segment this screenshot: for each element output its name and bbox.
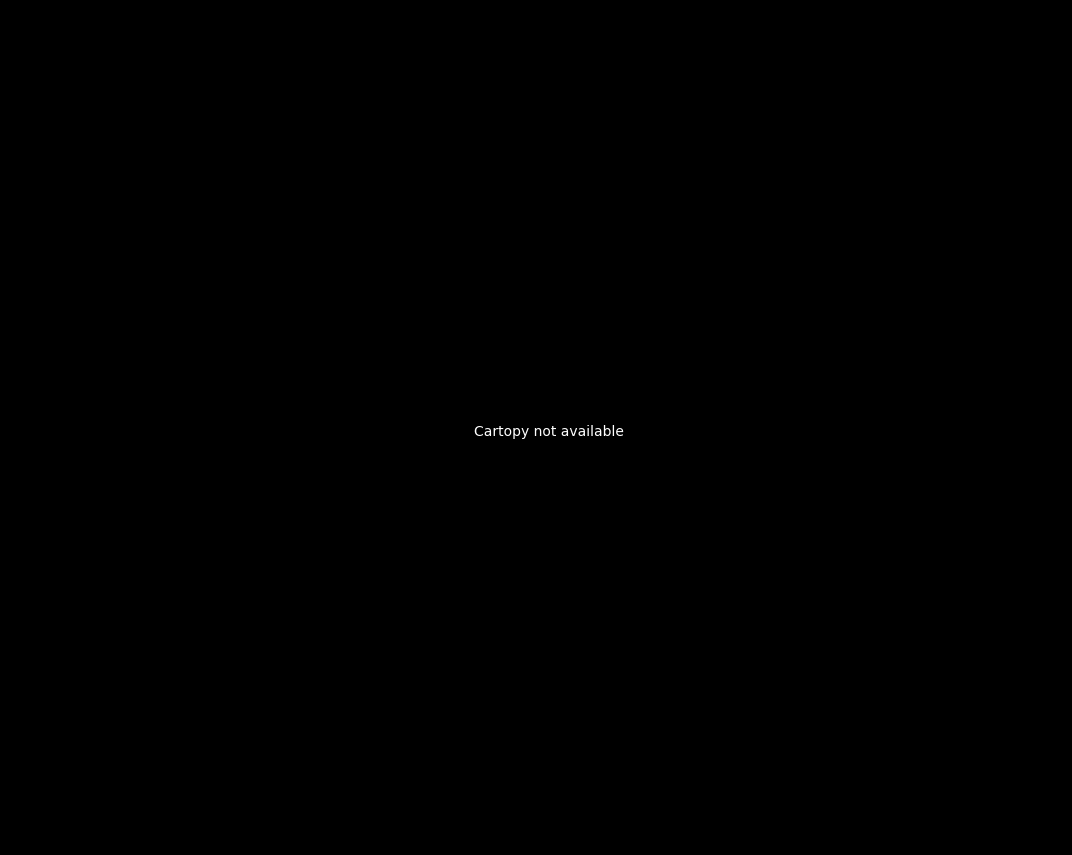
Text: Cartopy not available: Cartopy not available bbox=[475, 425, 624, 439]
